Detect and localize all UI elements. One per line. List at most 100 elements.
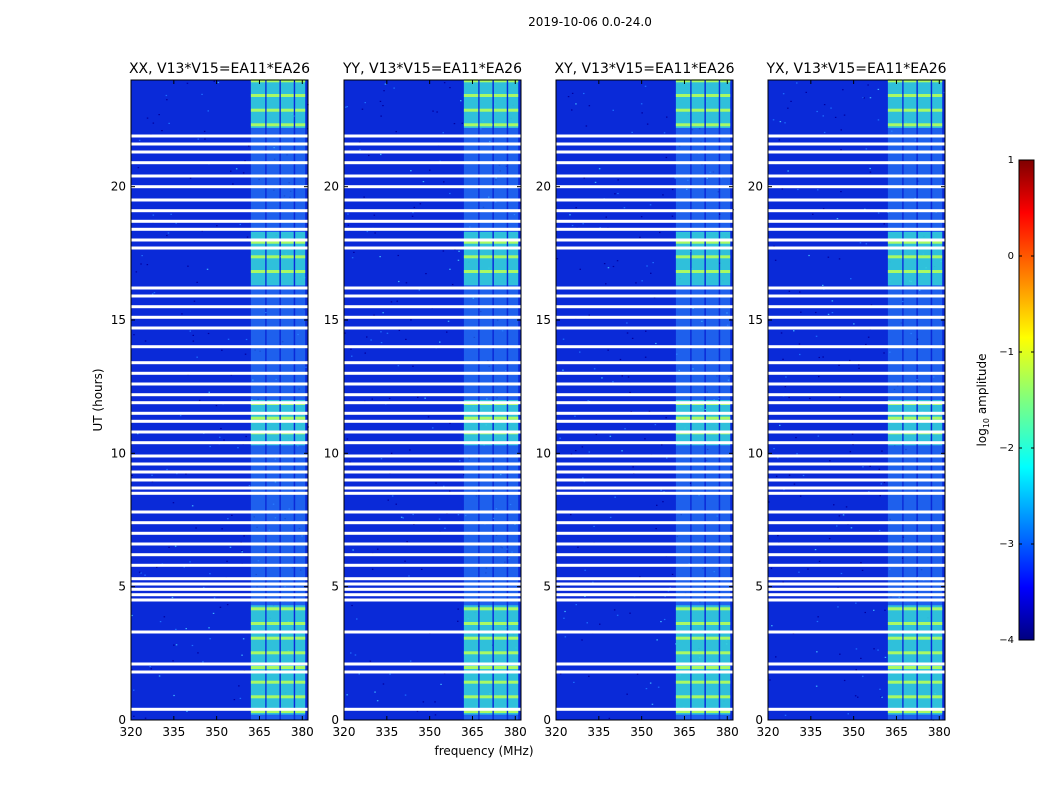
rfi-strong-row bbox=[280, 108, 294, 112]
flagged-row bbox=[556, 630, 733, 634]
noise-speck bbox=[137, 433, 139, 435]
noise-speck bbox=[815, 685, 818, 687]
noise-speck bbox=[419, 203, 422, 205]
noise-speck bbox=[418, 289, 421, 291]
noise-speck bbox=[387, 499, 389, 501]
noise-speck bbox=[369, 660, 372, 662]
rfi-strong-row bbox=[917, 108, 931, 112]
noise-speck bbox=[818, 356, 820, 359]
x-tick-label: 350 bbox=[418, 725, 441, 739]
noise-speck bbox=[571, 109, 573, 111]
noise-speck bbox=[862, 675, 864, 677]
noise-speck bbox=[457, 514, 460, 516]
x-tick-label: 380 bbox=[504, 725, 527, 739]
flagged-row bbox=[344, 134, 521, 138]
rfi-strong-row bbox=[508, 607, 519, 611]
flagged-row bbox=[344, 371, 521, 375]
noise-speck bbox=[408, 575, 410, 577]
flagged-row bbox=[768, 582, 945, 586]
noise-speck bbox=[185, 628, 187, 630]
noise-speck bbox=[782, 581, 784, 583]
rfi-strong-row bbox=[493, 607, 507, 611]
rfi-strong-row bbox=[463, 270, 479, 273]
panel-3: XY, V13*V15=EA11*EA26 320 335 350 365 380 0 5 10… bbox=[536, 61, 739, 739]
rfi-strong-row bbox=[250, 636, 266, 640]
noise-speck bbox=[402, 517, 404, 519]
noise-speck bbox=[855, 602, 857, 604]
noise-speck bbox=[559, 673, 562, 675]
rfi-strong-row bbox=[266, 240, 280, 244]
noise-speck bbox=[191, 644, 194, 647]
rfi-strong-row bbox=[705, 123, 719, 127]
flagged-row bbox=[768, 478, 945, 482]
flagged-row bbox=[556, 478, 733, 482]
noise-speck bbox=[393, 87, 395, 89]
flagged-row bbox=[131, 227, 308, 231]
flagged-row bbox=[131, 161, 308, 165]
noise-speck bbox=[434, 714, 437, 716]
rfi-strong-row bbox=[508, 108, 519, 112]
noise-speck bbox=[175, 222, 177, 224]
flagged-row bbox=[131, 393, 308, 397]
noise-speck bbox=[833, 504, 835, 506]
noise-speck bbox=[788, 290, 791, 292]
rfi-strong-row bbox=[266, 79, 280, 83]
flagged-row bbox=[556, 345, 733, 349]
noise-speck bbox=[248, 485, 251, 487]
noise-speck bbox=[359, 149, 361, 151]
rfi-strong-row bbox=[932, 240, 943, 244]
noise-speck bbox=[880, 696, 882, 698]
noise-speck bbox=[614, 193, 616, 195]
flagged-row bbox=[556, 542, 733, 546]
noise-speck bbox=[346, 106, 348, 108]
noise-speck bbox=[570, 453, 573, 455]
noise-speck bbox=[843, 679, 846, 682]
noise-speck bbox=[208, 627, 210, 629]
noise-speck bbox=[579, 268, 581, 270]
noise-speck bbox=[161, 130, 163, 132]
rfi-strong-row bbox=[463, 108, 479, 112]
noise-speck bbox=[449, 268, 451, 270]
flagged-row bbox=[131, 382, 308, 386]
noise-speck bbox=[579, 351, 581, 353]
rfi-strong-row bbox=[903, 240, 917, 244]
rfi-strong-row bbox=[266, 94, 280, 97]
noise-speck bbox=[459, 460, 461, 462]
flagged-row bbox=[131, 134, 308, 138]
rfi-strong-row bbox=[295, 255, 306, 259]
flagged-row bbox=[344, 326, 521, 330]
noise-speck bbox=[436, 111, 438, 113]
rfi-strong-row bbox=[903, 416, 917, 420]
noise-speck bbox=[577, 546, 579, 548]
flagged-row bbox=[768, 345, 945, 349]
flagged-row bbox=[768, 662, 945, 666]
rfi-strong-row bbox=[250, 123, 266, 127]
noise-speck bbox=[800, 311, 802, 313]
rfi-strong-row bbox=[691, 240, 705, 244]
noise-speck bbox=[644, 356, 647, 358]
rfi-strong-row bbox=[508, 416, 519, 420]
x-tick-label: 320 bbox=[545, 725, 568, 739]
rfi-strong-row bbox=[705, 695, 719, 699]
noise-speck bbox=[189, 177, 192, 179]
noise-speck bbox=[191, 505, 194, 507]
noise-speck bbox=[345, 106, 347, 108]
rfi-strong-row bbox=[705, 79, 719, 83]
noise-speck bbox=[246, 236, 249, 238]
noise-speck bbox=[860, 657, 862, 659]
rfi-strong-row bbox=[691, 622, 705, 625]
flagged-row bbox=[768, 419, 945, 423]
rfi-strong-row bbox=[887, 710, 903, 713]
flagged-row bbox=[556, 430, 733, 434]
rfi-strong-row bbox=[887, 79, 903, 83]
rfi-strong-row bbox=[266, 666, 280, 669]
rfi-strong-row bbox=[887, 240, 903, 244]
flagged-row bbox=[768, 246, 945, 250]
noise-speck bbox=[828, 538, 831, 540]
noise-speck bbox=[877, 88, 880, 90]
flagged-row bbox=[131, 198, 308, 202]
rfi-strong-row bbox=[479, 270, 493, 273]
colorbar-tick-label: −2 bbox=[999, 443, 1014, 454]
noise-speck bbox=[237, 447, 239, 449]
rfi-strong-row bbox=[295, 680, 306, 684]
